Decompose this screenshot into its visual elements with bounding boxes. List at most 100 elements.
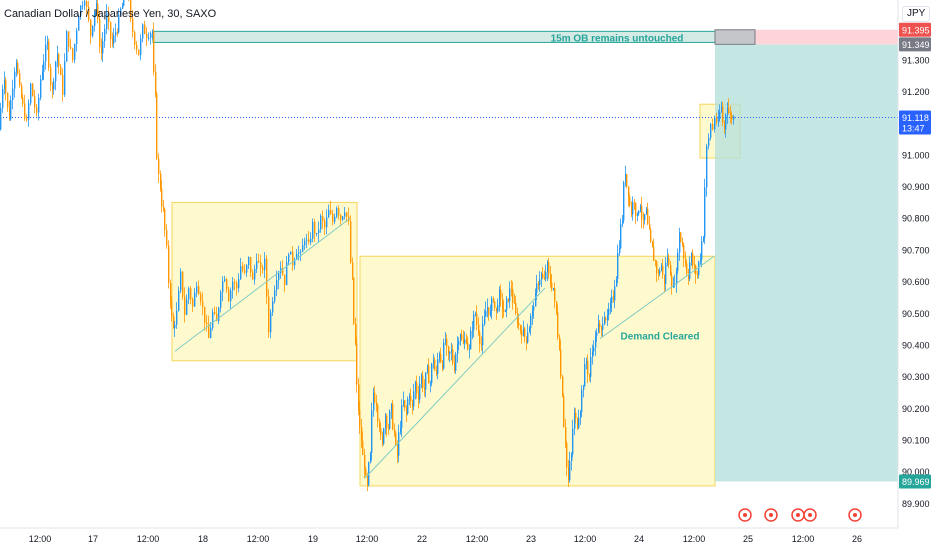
- candle-body: [200, 294, 202, 302]
- candle-body: [559, 337, 561, 350]
- candle-body: [308, 239, 310, 243]
- price-tick-label: 90.800: [902, 214, 930, 224]
- candle-body: [264, 258, 266, 270]
- candle-body: [470, 330, 472, 350]
- candle-body: [262, 267, 264, 270]
- candle-body: [210, 327, 212, 338]
- candle-body: [449, 351, 451, 354]
- candle-body: [598, 323, 600, 333]
- candle-body: [161, 188, 163, 207]
- candle-body: [412, 401, 414, 407]
- candle-body: [258, 260, 260, 263]
- candle-body: [536, 283, 538, 293]
- candle-body: [242, 266, 244, 271]
- candle-body: [72, 48, 74, 60]
- candle-body: [122, 5, 124, 9]
- candle-body: [655, 260, 657, 262]
- countdown-label: 13:47: [902, 124, 925, 134]
- candle-body: [142, 24, 144, 39]
- target-zone: [715, 44, 898, 482]
- price-tick-label: 91.300: [902, 55, 930, 65]
- event-marker-dot: [743, 513, 747, 517]
- candle-body: [457, 344, 459, 354]
- candle-body: [550, 273, 552, 283]
- candle-body: [569, 461, 571, 481]
- candle-body: [508, 298, 510, 302]
- candle-body: [146, 33, 148, 39]
- candle-body: [42, 71, 44, 80]
- currency-button[interactable]: JPY: [902, 6, 931, 22]
- candle-body: [433, 359, 435, 364]
- candle-body: [716, 118, 718, 123]
- candle-body: [638, 210, 640, 214]
- candle-body: [14, 71, 16, 89]
- candle-body: [499, 289, 501, 305]
- candle-body: [316, 232, 318, 234]
- candle-body: [108, 12, 110, 23]
- candle-body: [250, 256, 252, 273]
- candle-body: [614, 286, 616, 301]
- candle-body: [148, 37, 150, 39]
- candle-body: [202, 301, 204, 307]
- candle-body: [212, 312, 214, 328]
- candle-body: [454, 363, 456, 371]
- candle-body: [565, 427, 567, 443]
- candle-body: [246, 265, 248, 273]
- candle-body: [553, 288, 555, 290]
- candle-body: [118, 14, 120, 33]
- candle-body: [353, 277, 355, 324]
- candle-body: [324, 221, 326, 228]
- candle-body: [391, 403, 393, 412]
- candle-body: [373, 392, 375, 411]
- candle-body: [314, 221, 316, 234]
- candle-body: [437, 359, 439, 375]
- candle-body: [616, 278, 618, 287]
- candle-body: [270, 312, 272, 333]
- candle-body: [589, 374, 591, 377]
- candle-body: [676, 271, 678, 285]
- candle-body: [328, 210, 330, 218]
- candle-body: [377, 405, 379, 422]
- candle-body: [218, 307, 220, 322]
- candle-body: [725, 114, 727, 130]
- candle-body: [9, 107, 11, 120]
- candle-body: [338, 208, 340, 216]
- candle-body: [714, 118, 716, 130]
- events-layer: [738, 508, 862, 522]
- price-tick-label: 90.600: [902, 277, 930, 287]
- candle-body: [222, 281, 224, 293]
- candle-body: [66, 31, 68, 62]
- candle-body: [123, 0, 125, 6]
- candle-body: [566, 442, 568, 468]
- candle-body: [174, 324, 176, 329]
- time-tick-label: 12:00: [247, 534, 270, 544]
- candle-body: [152, 31, 154, 34]
- candle-body: [644, 214, 646, 220]
- candle-body: [487, 307, 489, 312]
- candle-body: [503, 309, 505, 312]
- time-tick-label: 25: [743, 534, 753, 544]
- candle-body: [180, 271, 182, 291]
- candle-body: [557, 312, 559, 338]
- event-marker-dot: [808, 513, 812, 517]
- candle-body: [601, 327, 603, 330]
- candle-body: [252, 272, 254, 280]
- candle-body: [682, 242, 684, 245]
- trendlines-layer: [174, 217, 715, 479]
- candle-body: [563, 396, 565, 428]
- candle-body: [130, 0, 132, 19]
- candle-body: [586, 360, 588, 365]
- candle-body: [548, 261, 550, 274]
- candle-body: [424, 388, 426, 390]
- candle-body: [415, 382, 417, 392]
- candle-body: [602, 324, 604, 330]
- candle-body: [455, 353, 457, 371]
- candle-body: [578, 417, 580, 429]
- candle-body: [113, 35, 115, 44]
- candle-body: [626, 174, 628, 187]
- time-tick-label: 24: [634, 534, 644, 544]
- candle-body: [595, 335, 597, 348]
- candle-body: [574, 412, 576, 429]
